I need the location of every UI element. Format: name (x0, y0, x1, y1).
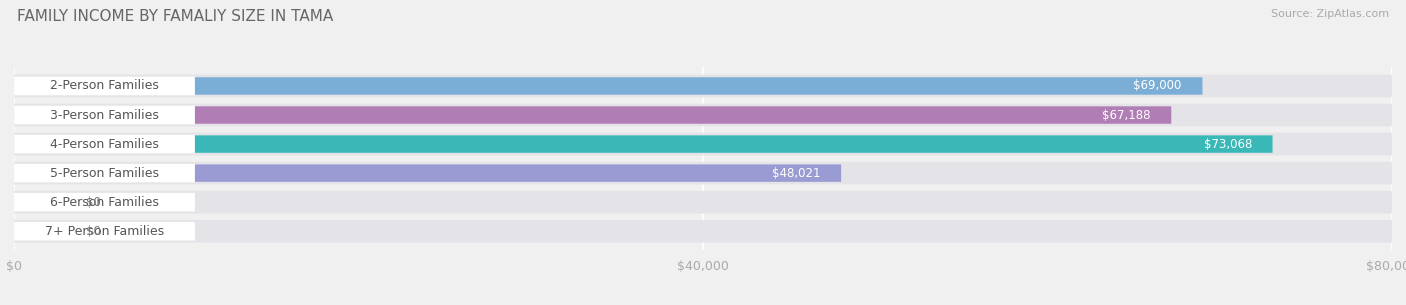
FancyBboxPatch shape (14, 75, 1392, 97)
FancyBboxPatch shape (14, 106, 1171, 124)
Text: 7+ Person Families: 7+ Person Families (45, 225, 165, 238)
FancyBboxPatch shape (14, 135, 1272, 153)
Text: $69,000: $69,000 (1133, 80, 1182, 92)
FancyBboxPatch shape (14, 164, 195, 182)
FancyBboxPatch shape (14, 77, 195, 95)
Text: $67,188: $67,188 (1102, 109, 1150, 121)
Text: FAMILY INCOME BY FAMALIY SIZE IN TAMA: FAMILY INCOME BY FAMALIY SIZE IN TAMA (17, 9, 333, 24)
FancyBboxPatch shape (14, 162, 1392, 185)
Text: Source: ZipAtlas.com: Source: ZipAtlas.com (1271, 9, 1389, 19)
Text: 4-Person Families: 4-Person Families (51, 138, 159, 151)
Text: $0: $0 (86, 196, 101, 209)
FancyBboxPatch shape (14, 133, 1392, 156)
FancyBboxPatch shape (14, 193, 62, 211)
FancyBboxPatch shape (14, 222, 195, 241)
Text: 5-Person Families: 5-Person Families (51, 167, 159, 180)
FancyBboxPatch shape (14, 77, 1202, 95)
Text: 6-Person Families: 6-Person Families (51, 196, 159, 209)
FancyBboxPatch shape (14, 164, 841, 182)
FancyBboxPatch shape (14, 135, 195, 153)
Text: 2-Person Families: 2-Person Families (51, 80, 159, 92)
FancyBboxPatch shape (14, 106, 195, 124)
FancyBboxPatch shape (14, 193, 195, 211)
FancyBboxPatch shape (14, 191, 1392, 214)
Text: $48,021: $48,021 (772, 167, 821, 180)
Text: 3-Person Families: 3-Person Families (51, 109, 159, 121)
FancyBboxPatch shape (14, 104, 1392, 126)
FancyBboxPatch shape (14, 220, 1392, 242)
FancyBboxPatch shape (14, 223, 62, 240)
Text: $0: $0 (86, 225, 101, 238)
Text: $73,068: $73,068 (1204, 138, 1251, 151)
